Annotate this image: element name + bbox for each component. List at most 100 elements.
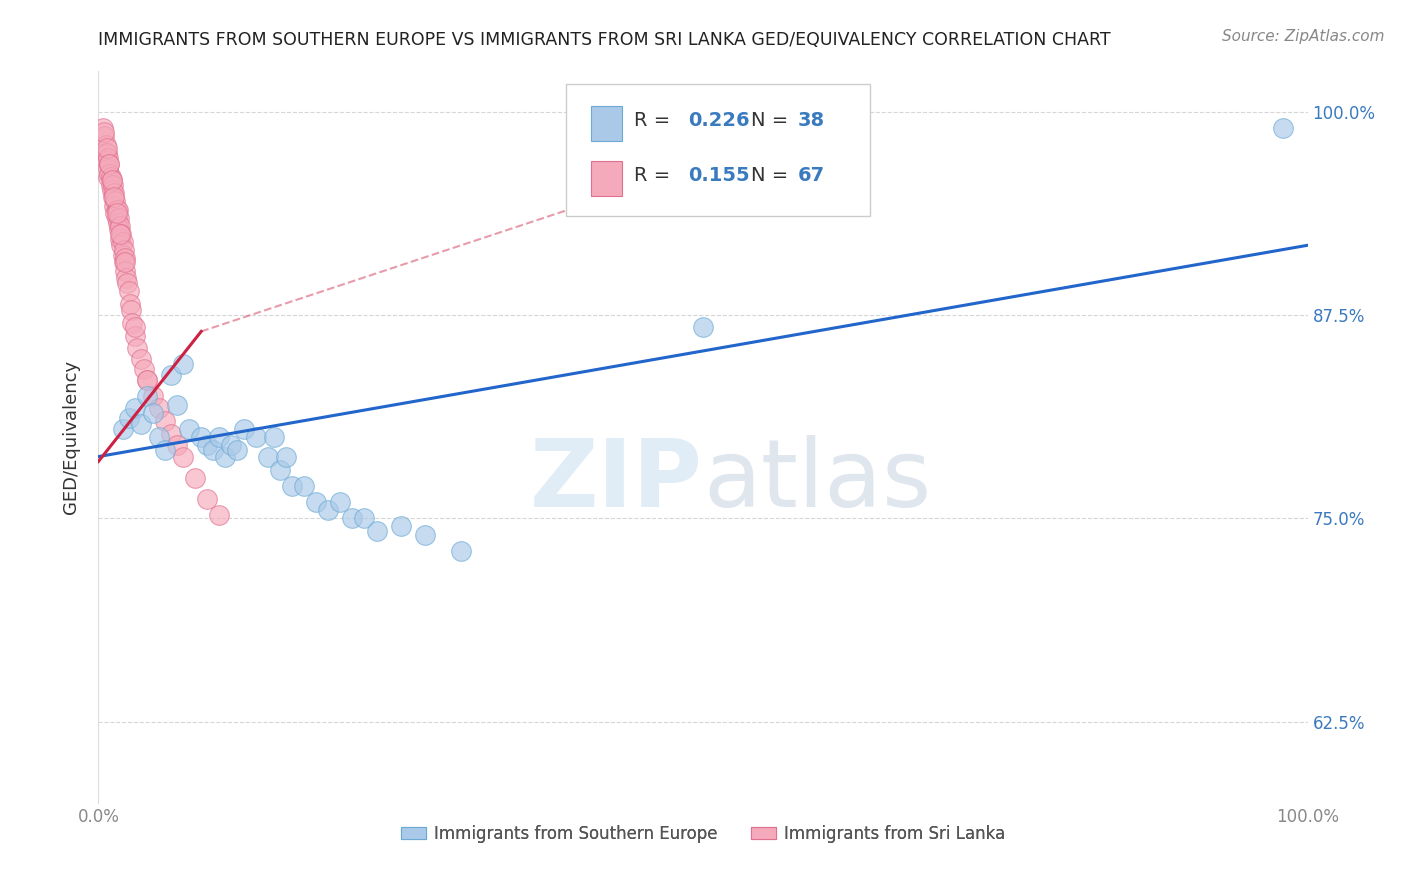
Point [108, 222, 131, 236]
Point [118, 284, 141, 298]
Point [100, 169, 122, 184]
Point [208, 430, 231, 444]
Point [98, 157, 121, 171]
Point [413, 527, 436, 541]
Point [94, 137, 117, 152]
Point [93, 124, 115, 138]
Point [97, 161, 120, 176]
Point [195, 491, 218, 506]
Point [108, 232, 131, 246]
Point [96, 153, 118, 168]
Text: 0.226: 0.226 [689, 111, 751, 130]
Point [93, 129, 115, 144]
Point [160, 426, 183, 441]
Point [97, 169, 120, 184]
Point [263, 430, 285, 444]
Point [134, 361, 156, 376]
Point [96, 141, 118, 155]
Point [114, 264, 136, 278]
Point [101, 189, 124, 203]
Point [1272, 121, 1295, 136]
Point [98, 157, 121, 171]
Text: 38: 38 [797, 111, 824, 130]
Point [160, 368, 183, 383]
Point [117, 276, 139, 290]
Point [111, 248, 134, 262]
Text: ZIP: ZIP [530, 435, 703, 527]
Point [91, 121, 114, 136]
Point [366, 524, 388, 539]
Point [353, 511, 375, 525]
Point [103, 186, 125, 201]
Point [124, 329, 146, 343]
Point [329, 495, 352, 509]
Point [202, 443, 225, 458]
Point [118, 297, 141, 311]
Point [101, 178, 124, 193]
Point [208, 508, 231, 522]
Point [96, 145, 118, 160]
Point [112, 254, 135, 268]
FancyBboxPatch shape [591, 106, 621, 141]
Point [195, 438, 218, 452]
Point [292, 479, 315, 493]
Point [172, 450, 194, 464]
Point [281, 479, 304, 493]
Point [105, 211, 128, 225]
Point [94, 145, 117, 160]
Point [142, 389, 165, 403]
Point [111, 235, 134, 249]
Text: 67: 67 [797, 167, 824, 186]
Point [104, 206, 127, 220]
Point [127, 341, 149, 355]
Point [118, 410, 141, 425]
FancyBboxPatch shape [567, 84, 870, 216]
Text: N =: N = [751, 167, 794, 186]
Point [100, 173, 122, 187]
Text: Source: ZipAtlas.com: Source: ZipAtlas.com [1222, 29, 1385, 44]
Text: R =: R = [634, 111, 676, 130]
Point [166, 438, 188, 452]
Point [221, 438, 243, 452]
Text: R =: R = [634, 167, 676, 186]
Point [256, 450, 278, 464]
Point [114, 254, 136, 268]
Point [153, 443, 176, 458]
Point [100, 173, 122, 187]
FancyBboxPatch shape [591, 161, 621, 196]
Point [114, 252, 136, 266]
Point [105, 202, 128, 217]
Point [103, 189, 125, 203]
Point [112, 243, 135, 257]
Point [245, 430, 267, 444]
Text: atlas: atlas [703, 435, 931, 527]
Point [142, 406, 165, 420]
Point [110, 227, 132, 241]
Point [120, 303, 142, 318]
Point [104, 194, 127, 209]
Point [226, 443, 249, 458]
Legend: Immigrants from Southern Europe, Immigrants from Sri Lanka: Immigrants from Southern Europe, Immigra… [394, 818, 1012, 849]
Point [124, 401, 146, 415]
Point [105, 206, 128, 220]
Point [103, 199, 125, 213]
Point [111, 422, 134, 436]
Point [107, 202, 129, 217]
Point [232, 422, 254, 436]
Point [121, 316, 143, 330]
Text: 0.155: 0.155 [689, 167, 751, 186]
Point [129, 352, 152, 367]
Point [274, 450, 297, 464]
Point [100, 183, 122, 197]
Point [135, 389, 157, 403]
Point [172, 357, 194, 371]
Point [124, 319, 146, 334]
Y-axis label: GED/Equivalency: GED/Equivalency [62, 360, 80, 514]
Point [692, 319, 714, 334]
Point [135, 373, 157, 387]
Point [389, 519, 412, 533]
Point [110, 238, 132, 252]
Text: N =: N = [751, 111, 794, 130]
Point [179, 422, 201, 436]
Point [108, 219, 131, 233]
